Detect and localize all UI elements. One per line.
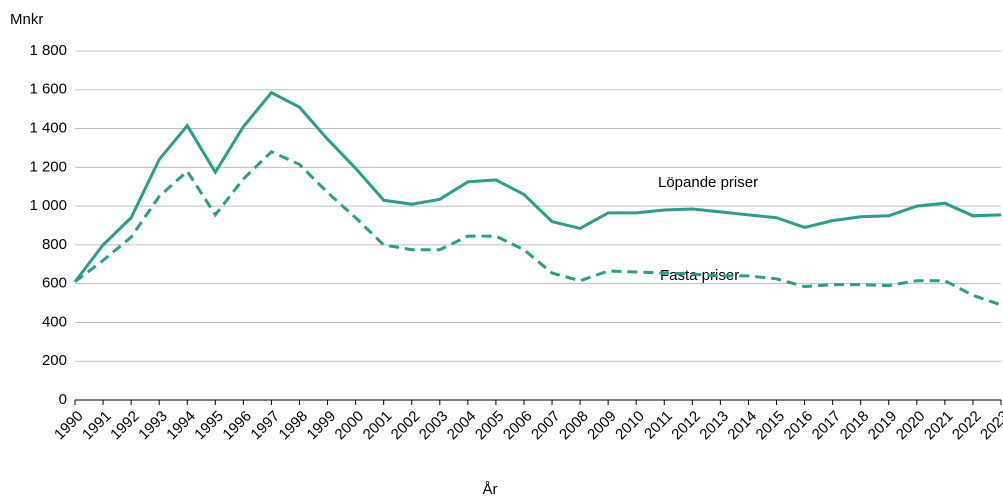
x-tick-label: 1991 xyxy=(79,408,115,444)
y-tick-label: 600 xyxy=(42,275,67,292)
x-tick-label: 2022 xyxy=(949,408,985,444)
x-tick-label: 2003 xyxy=(416,408,452,444)
x-tick-label: 2019 xyxy=(865,408,901,444)
x-tick-label: 1994 xyxy=(163,408,199,444)
line-series xyxy=(74,150,1002,307)
y-tick-label: 1 200 xyxy=(29,158,67,175)
x-tick-label: 2002 xyxy=(388,408,424,444)
x-tick-label: 2007 xyxy=(528,408,564,444)
x-tick-label: 2011 xyxy=(641,408,676,443)
y-tick-label: 1 800 xyxy=(29,42,67,59)
x-tick-label: 2018 xyxy=(837,408,873,444)
x-tick-label: 1992 xyxy=(107,408,143,444)
x-tick-label: 2006 xyxy=(500,408,536,444)
x-tick-label: 2017 xyxy=(809,408,845,444)
x-tick-label: 1993 xyxy=(135,408,171,444)
x-tick-label: 1999 xyxy=(304,408,340,444)
x-tick-label: 2005 xyxy=(472,408,508,444)
y-tick-label: 200 xyxy=(42,352,67,369)
y-axis-label: Mnkr xyxy=(10,11,43,28)
y-tick-label: 1 600 xyxy=(29,81,67,98)
y-tick-label: 1 000 xyxy=(29,197,67,214)
x-tick-label: 2013 xyxy=(696,408,732,444)
x-axis-label: År xyxy=(483,481,498,498)
x-tick-label: 2015 xyxy=(753,408,789,444)
x-tick-label: 1990 xyxy=(51,408,87,444)
y-tick-label: 0 xyxy=(59,391,67,408)
y-tick-label: 400 xyxy=(42,313,67,330)
series-label: Löpande priser xyxy=(658,174,758,191)
x-tick-label: 2016 xyxy=(781,408,817,444)
x-tick-label: 2001 xyxy=(360,408,396,444)
x-tick-label: 1997 xyxy=(247,408,283,444)
x-tick-label: 2023 xyxy=(977,408,1003,444)
x-tick-label: 1996 xyxy=(219,408,255,444)
x-tick-label: 1998 xyxy=(275,408,311,444)
y-tick-label: 1 400 xyxy=(29,120,67,137)
x-tick-label: 2008 xyxy=(556,408,592,444)
x-tick-label: 2000 xyxy=(332,408,368,444)
x-tick-label: 1995 xyxy=(191,408,227,444)
x-tick-label: 2004 xyxy=(444,408,480,444)
x-tick-label: 2021 xyxy=(921,408,957,444)
y-tick-label: 800 xyxy=(42,236,67,253)
x-tick-label: 2009 xyxy=(584,408,620,444)
x-tick-label: 2012 xyxy=(668,408,704,444)
x-tick-label: 2010 xyxy=(612,408,648,444)
x-tick-label: 2020 xyxy=(893,408,929,444)
line-series xyxy=(73,90,1002,283)
x-tick-label: 2014 xyxy=(724,408,760,444)
